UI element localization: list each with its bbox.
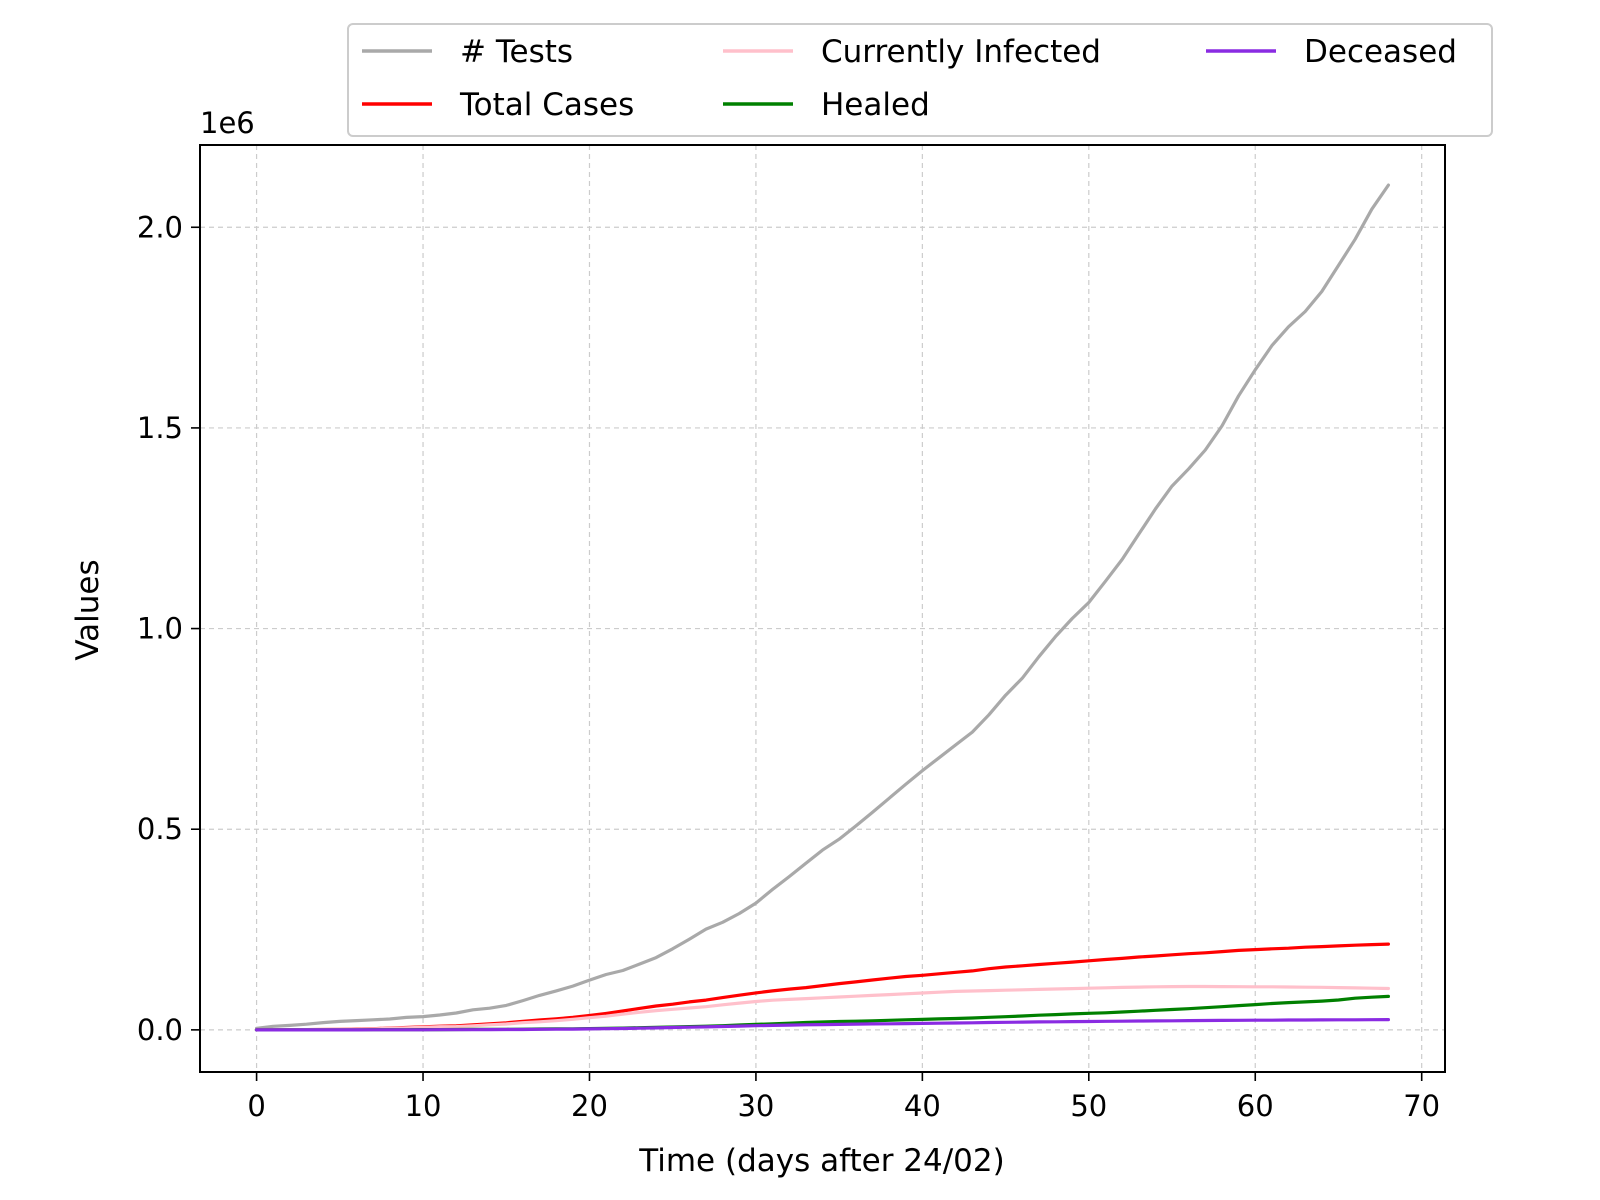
grid-lines (200, 145, 1445, 1072)
x-axis-label: Time (days after 24/02) (638, 1143, 1004, 1179)
y-tick-label: 2.0 (137, 210, 183, 244)
series-lines (255, 183, 1391, 1032)
y-tick-label: 0.5 (137, 812, 183, 846)
x-tick-label: 0 (247, 1089, 265, 1123)
series-line-deceased (255, 1017, 1391, 1032)
y-tick-label: 1.5 (137, 411, 183, 445)
x-tick-label: 70 (1403, 1089, 1440, 1123)
legend-label-healed: Healed (821, 87, 930, 123)
plot-area-frame (199, 144, 1446, 1073)
x-tick-label: 40 (904, 1089, 941, 1123)
legend: # Tests Total Cases Currently Infected Heal… (347, 23, 1493, 137)
legend-label-total-cases: Total Cases (459, 87, 634, 123)
legend-label-deceased: Deceased (1304, 34, 1457, 70)
y-axis-label: Values (70, 559, 106, 660)
y-tick-label: 0.0 (137, 1013, 183, 1047)
x-tick-label: 60 (1237, 1089, 1274, 1123)
series-line-tests (255, 183, 1391, 1030)
x-tick-label: 10 (405, 1089, 442, 1123)
y-tick-label: 1.0 (137, 612, 183, 646)
x-axis-ticks: 0 10 20 30 40 50 60 70 (247, 1072, 1440, 1123)
x-tick-label: 50 (1070, 1089, 1107, 1123)
series-line-currently-infected (255, 984, 1391, 1032)
x-tick-label: 30 (737, 1089, 774, 1123)
legend-label-currently-infected: Currently Infected (821, 34, 1101, 70)
x-tick-label: 20 (571, 1089, 608, 1123)
legend-label-tests: # Tests (460, 34, 573, 70)
y-axis-ticks: 0.0 0.5 1.0 1.5 2.0 (137, 210, 200, 1047)
y-offset-label: 1e6 (200, 106, 255, 140)
